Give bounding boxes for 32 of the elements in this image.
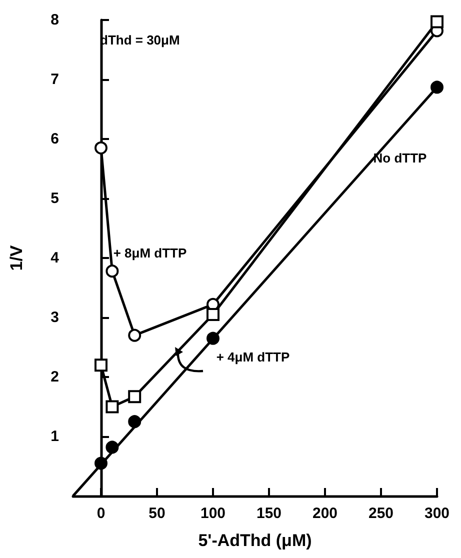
x-tick-label: 100 bbox=[200, 505, 226, 522]
x-tick-label: 50 bbox=[148, 505, 166, 522]
point bbox=[94, 358, 108, 372]
x-tick-label: 0 bbox=[96, 505, 106, 522]
point bbox=[94, 456, 108, 470]
y-tick-label: 7 bbox=[50, 71, 59, 88]
point bbox=[206, 308, 220, 322]
x-tick-label: 200 bbox=[312, 505, 338, 522]
y-tick-label: 4 bbox=[50, 250, 60, 266]
point bbox=[128, 328, 142, 342]
annotation: + 8μM dTTP bbox=[113, 246, 187, 260]
x-tick-label: 150 bbox=[256, 505, 282, 522]
y-tick-label: 5 bbox=[50, 190, 59, 207]
point bbox=[430, 15, 444, 28]
y-tick-label: 2 bbox=[50, 368, 59, 386]
point bbox=[106, 264, 119, 278]
x-tick-label: 250 bbox=[368, 505, 394, 522]
y-axis-title: 1/V bbox=[7, 244, 26, 271]
y-tick-label: 8 bbox=[50, 12, 59, 28]
point bbox=[128, 415, 142, 428]
point bbox=[430, 80, 444, 94]
point bbox=[206, 332, 220, 345]
point bbox=[128, 390, 142, 404]
y-tick-label: 6 bbox=[50, 130, 59, 148]
y-tick-label: 1 bbox=[50, 428, 59, 445]
y-tick-label: 3 bbox=[50, 309, 59, 326]
point bbox=[106, 400, 119, 414]
point bbox=[106, 440, 119, 454]
x-tick-label: 300 bbox=[424, 505, 450, 522]
point bbox=[94, 141, 108, 154]
x-axis-title: 5'-AdThd (μM) bbox=[198, 531, 312, 550]
annotation: + 4μM dTTP bbox=[216, 350, 290, 364]
